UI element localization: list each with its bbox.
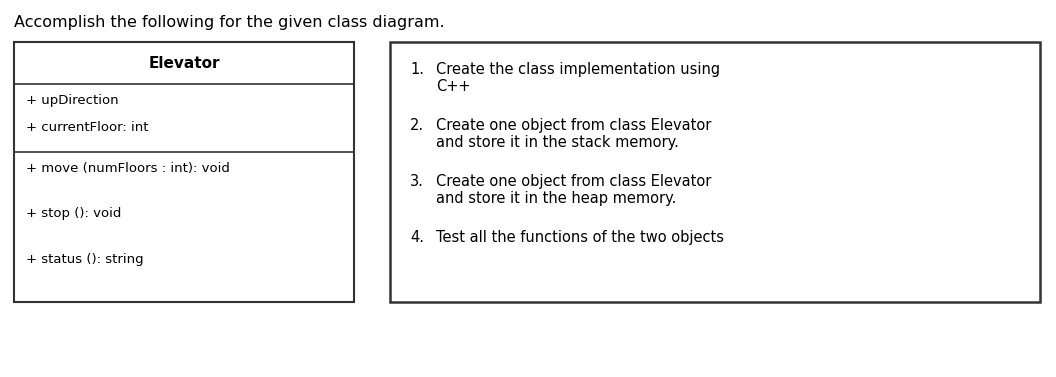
Text: 1.: 1. xyxy=(410,62,425,77)
Text: 2.: 2. xyxy=(410,118,425,133)
Bar xyxy=(14,42,354,302)
Text: Create one object from class Elevator: Create one object from class Elevator xyxy=(436,174,712,189)
Text: Create one object from class Elevator: Create one object from class Elevator xyxy=(436,118,712,133)
Text: Create the class implementation using: Create the class implementation using xyxy=(436,62,720,77)
Text: + status (): string: + status (): string xyxy=(26,253,144,266)
Text: Test all the functions of the two objects: Test all the functions of the two object… xyxy=(436,230,724,245)
Text: Elevator: Elevator xyxy=(148,55,220,70)
Text: and store it in the stack memory.: and store it in the stack memory. xyxy=(436,135,679,150)
Text: + upDirection: + upDirection xyxy=(26,94,118,107)
Bar xyxy=(390,42,1040,302)
Text: Accomplish the following for the given class diagram.: Accomplish the following for the given c… xyxy=(14,15,445,30)
Text: + move (numFloors : int): void: + move (numFloors : int): void xyxy=(26,162,230,175)
Text: + currentFloor: int: + currentFloor: int xyxy=(26,121,149,134)
Text: 3.: 3. xyxy=(410,174,423,189)
Text: C++: C++ xyxy=(436,79,471,94)
Text: 4.: 4. xyxy=(410,230,425,245)
Text: + stop (): void: + stop (): void xyxy=(26,207,121,221)
Text: and store it in the heap memory.: and store it in the heap memory. xyxy=(436,191,677,206)
